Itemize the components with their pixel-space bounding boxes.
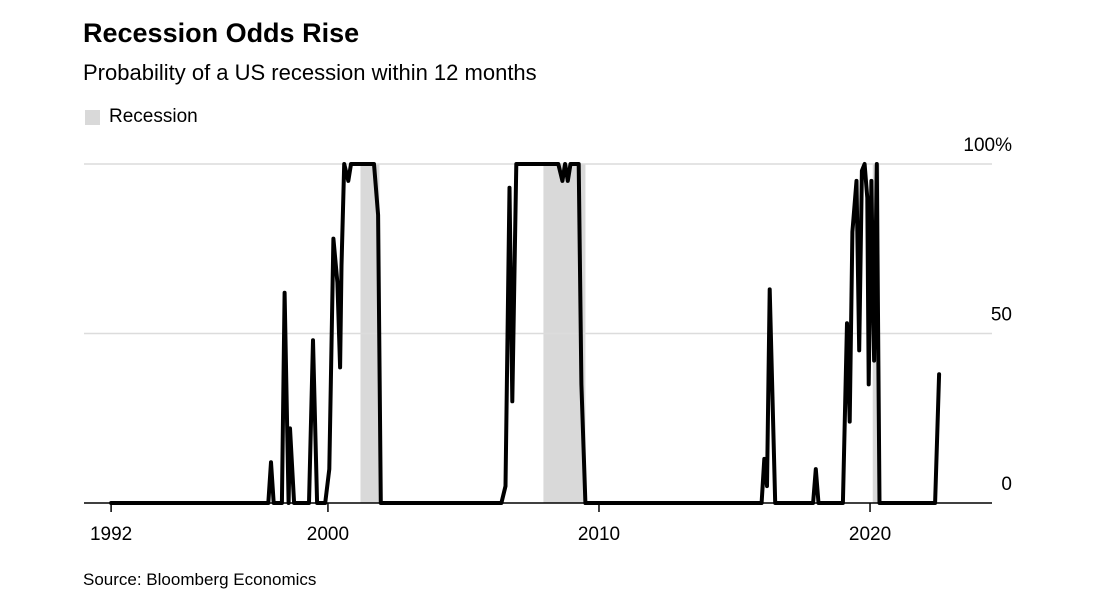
x-tick-label-2010: 2010 [578,524,620,545]
x-tick-label-1992: 1992 [90,524,132,545]
x-tick-label-2000: 2000 [307,524,349,545]
legend-recession-label: Recession [109,106,198,127]
y-axis-labels: 0 50 100% [963,135,1012,495]
x-axis-ticks: 1992 2000 2010 2020 [90,503,891,545]
source-note: Source: Bloomberg Economics [83,570,317,589]
y-tick-label-50: 50 [991,305,1012,326]
chart-subtitle: Probability of a US recession within 12 … [83,60,537,85]
chart-title: Recession Odds Rise [83,18,360,48]
y-tick-label-100: 100% [963,135,1012,156]
series-line-1 [109,162,942,505]
legend-recession-swatch [85,109,100,125]
series-group [109,162,942,505]
legend: Recession [85,106,198,128]
x-tick-label-2020: 2020 [849,524,891,545]
y-tick-label-0: 0 [1001,474,1012,495]
